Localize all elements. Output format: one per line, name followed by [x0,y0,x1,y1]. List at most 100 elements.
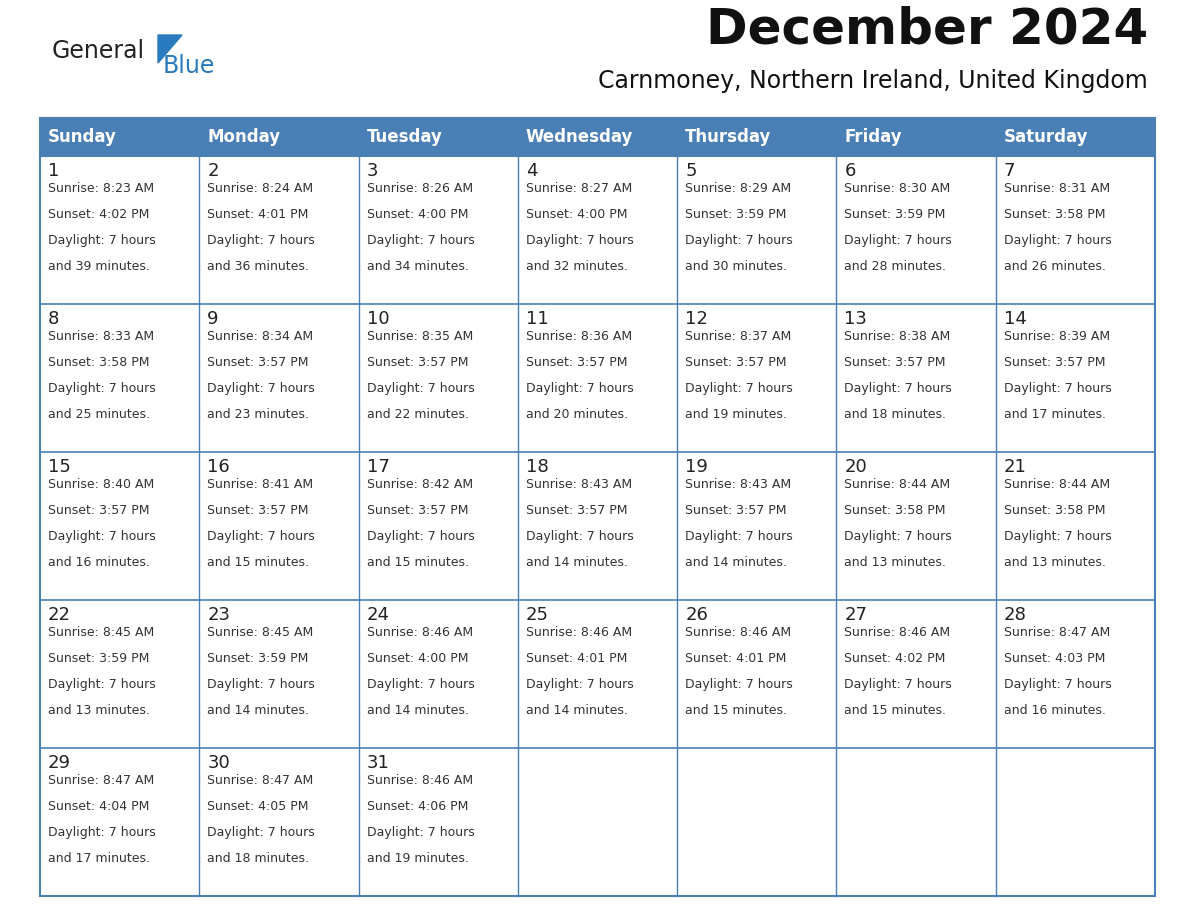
Text: Sunrise: 8:47 AM: Sunrise: 8:47 AM [48,774,154,787]
Text: Sunset: 4:02 PM: Sunset: 4:02 PM [48,207,150,221]
Text: and 25 minutes.: and 25 minutes. [48,408,150,420]
Text: and 13 minutes.: and 13 minutes. [48,704,150,717]
Text: Sunrise: 8:35 AM: Sunrise: 8:35 AM [367,330,473,343]
Text: Daylight: 7 hours: Daylight: 7 hours [685,234,792,247]
Bar [996,304,1155,452]
Text: Sunrise: 8:27 AM: Sunrise: 8:27 AM [526,182,632,195]
Bar [359,156,518,304]
Text: Sunrise: 8:43 AM: Sunrise: 8:43 AM [526,478,632,491]
Bar [677,304,836,452]
Text: 5: 5 [685,162,696,180]
Bar [677,600,836,748]
Text: Sunset: 3:57 PM: Sunset: 3:57 PM [526,504,627,517]
Text: and 15 minutes.: and 15 minutes. [685,704,788,717]
Text: 10: 10 [367,310,390,328]
Text: 8: 8 [48,310,59,328]
Text: 17: 17 [367,458,390,476]
Text: Sunset: 4:00 PM: Sunset: 4:00 PM [526,207,627,221]
Text: Daylight: 7 hours: Daylight: 7 hours [685,677,792,691]
Text: Sunset: 4:02 PM: Sunset: 4:02 PM [845,652,946,665]
Text: Sunset: 3:57 PM: Sunset: 3:57 PM [367,356,468,369]
Text: Sunset: 3:58 PM: Sunset: 3:58 PM [1004,207,1105,221]
Text: and 15 minutes.: and 15 minutes. [367,555,468,568]
Text: Carnmoney, Northern Ireland, United Kingdom: Carnmoney, Northern Ireland, United King… [599,69,1148,93]
Text: Daylight: 7 hours: Daylight: 7 hours [48,530,156,543]
Text: and 17 minutes.: and 17 minutes. [48,852,150,865]
Text: 30: 30 [207,754,230,772]
Text: 3: 3 [367,162,378,180]
Text: 2: 2 [207,162,219,180]
Text: 25: 25 [526,606,549,624]
Text: and 36 minutes.: and 36 minutes. [207,260,309,273]
Polygon shape [158,35,182,63]
Bar [836,600,996,748]
Bar [40,452,200,600]
Text: 1: 1 [48,162,59,180]
Bar [996,748,1155,896]
Text: Sunset: 3:58 PM: Sunset: 3:58 PM [845,504,946,517]
Text: and 34 minutes.: and 34 minutes. [367,260,468,273]
Text: Sunset: 4:01 PM: Sunset: 4:01 PM [685,652,786,665]
Bar [836,452,996,600]
Text: and 17 minutes.: and 17 minutes. [1004,408,1106,420]
Text: Daylight: 7 hours: Daylight: 7 hours [48,382,156,395]
Text: 12: 12 [685,310,708,328]
Bar [996,452,1155,600]
Text: 14: 14 [1004,310,1026,328]
Text: Daylight: 7 hours: Daylight: 7 hours [1004,530,1112,543]
Text: 23: 23 [207,606,230,624]
Text: Sunset: 3:57 PM: Sunset: 3:57 PM [685,504,786,517]
Text: and 14 minutes.: and 14 minutes. [526,704,627,717]
Bar [836,304,996,452]
Text: Sunrise: 8:46 AM: Sunrise: 8:46 AM [685,626,791,639]
Text: Daylight: 7 hours: Daylight: 7 hours [526,382,633,395]
Text: 4: 4 [526,162,537,180]
Text: Daylight: 7 hours: Daylight: 7 hours [845,234,952,247]
Text: Daylight: 7 hours: Daylight: 7 hours [1004,382,1112,395]
Text: 19: 19 [685,458,708,476]
Text: Sunrise: 8:36 AM: Sunrise: 8:36 AM [526,330,632,343]
Bar [40,600,200,748]
Text: Daylight: 7 hours: Daylight: 7 hours [48,826,156,839]
Text: Daylight: 7 hours: Daylight: 7 hours [48,234,156,247]
Text: Sunrise: 8:46 AM: Sunrise: 8:46 AM [845,626,950,639]
Text: 13: 13 [845,310,867,328]
Text: Daylight: 7 hours: Daylight: 7 hours [685,382,792,395]
Text: Saturday: Saturday [1004,128,1088,146]
Text: 6: 6 [845,162,855,180]
Text: Sunset: 4:05 PM: Sunset: 4:05 PM [207,800,309,813]
Text: and 14 minutes.: and 14 minutes. [207,704,309,717]
Text: Daylight: 7 hours: Daylight: 7 hours [1004,234,1112,247]
Text: Daylight: 7 hours: Daylight: 7 hours [526,234,633,247]
Bar [40,118,1155,156]
Text: Sunrise: 8:31 AM: Sunrise: 8:31 AM [1004,182,1110,195]
Text: Sunset: 3:57 PM: Sunset: 3:57 PM [207,356,309,369]
Text: and 30 minutes.: and 30 minutes. [685,260,788,273]
Text: Daylight: 7 hours: Daylight: 7 hours [685,530,792,543]
Text: Friday: Friday [845,128,902,146]
Text: 29: 29 [48,754,71,772]
Text: Sunrise: 8:34 AM: Sunrise: 8:34 AM [207,330,314,343]
Bar [359,600,518,748]
Text: Sunset: 3:57 PM: Sunset: 3:57 PM [526,356,627,369]
Text: 22: 22 [48,606,71,624]
Text: 24: 24 [367,606,390,624]
Bar [518,156,677,304]
Text: Sunrise: 8:26 AM: Sunrise: 8:26 AM [367,182,473,195]
Text: and 14 minutes.: and 14 minutes. [685,555,786,568]
Text: Sunrise: 8:39 AM: Sunrise: 8:39 AM [1004,330,1110,343]
Bar [359,748,518,896]
Text: and 16 minutes.: and 16 minutes. [48,555,150,568]
Text: Daylight: 7 hours: Daylight: 7 hours [207,530,315,543]
Text: Sunset: 4:00 PM: Sunset: 4:00 PM [367,207,468,221]
Text: Sunset: 4:01 PM: Sunset: 4:01 PM [526,652,627,665]
Text: Sunset: 4:00 PM: Sunset: 4:00 PM [367,652,468,665]
Text: and 32 minutes.: and 32 minutes. [526,260,627,273]
Text: 26: 26 [685,606,708,624]
Text: Sunrise: 8:41 AM: Sunrise: 8:41 AM [207,478,314,491]
Text: 27: 27 [845,606,867,624]
Text: Daylight: 7 hours: Daylight: 7 hours [845,530,952,543]
Text: Daylight: 7 hours: Daylight: 7 hours [207,826,315,839]
Text: Sunset: 3:58 PM: Sunset: 3:58 PM [48,356,150,369]
Text: Sunrise: 8:45 AM: Sunrise: 8:45 AM [48,626,154,639]
